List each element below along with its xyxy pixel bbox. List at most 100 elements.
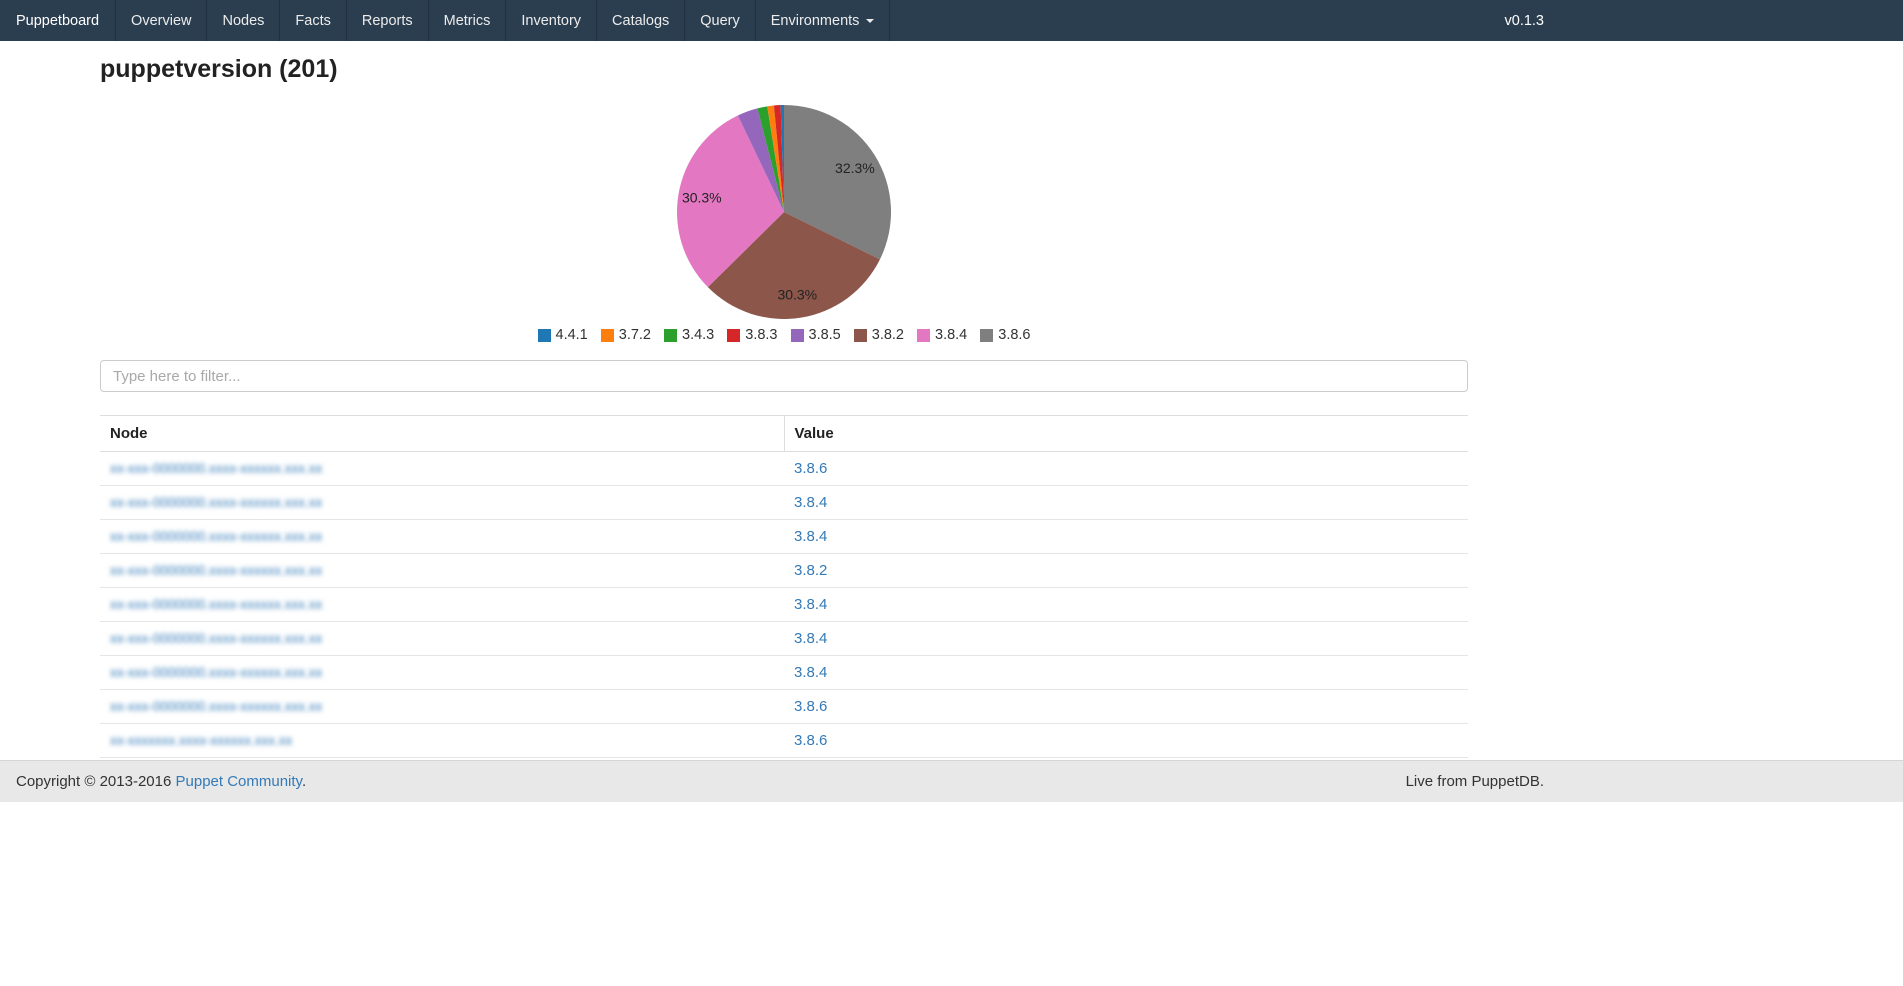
- node-link[interactable]: xx-xxx-0000000.xxxx-xxxxxx.xxx.xx: [110, 563, 323, 578]
- column-header-value[interactable]: Value: [783, 415, 1468, 452]
- navbar-brand[interactable]: Puppetboard: [0, 0, 117, 41]
- nav-item-metrics[interactable]: Metrics: [429, 0, 507, 41]
- value-cell: 3.8.4: [784, 485, 1468, 520]
- table-row: xx-xxx-0000000.xxxx-xxxxxx.xxx.xx 3.8.4: [100, 485, 1468, 520]
- node-cell: xx-xxx-0000000.xxxx-xxxxxx.xxx.xx: [100, 553, 784, 588]
- legend-item-3.7.2[interactable]: 3.7.2: [600, 327, 651, 343]
- node-cell: xx-xxxxxxx.xxxx-xxxxxx.xxx.xx: [100, 723, 784, 758]
- puppetdb-status: Live from PuppetDB.: [1405, 773, 1544, 790]
- legend-swatch-icon: [664, 328, 677, 342]
- chevron-down-icon: [866, 18, 875, 23]
- legend-label: 3.7.2: [618, 327, 651, 343]
- value-link[interactable]: 3.8.4: [794, 596, 828, 613]
- pie-slice-3.4.3[interactable]: [757, 106, 784, 212]
- page-title: puppetversion (201): [100, 55, 338, 83]
- value-link[interactable]: 3.8.6: [794, 698, 828, 715]
- table-row: xx-xxx-0000000.xxxx-xxxxxx.xxx.xx 3.8.2: [100, 553, 1468, 588]
- legend-item-4.4.1[interactable]: 4.4.1: [537, 327, 588, 343]
- value-cell: 3.8.2: [784, 553, 1468, 588]
- legend-item-3.8.5[interactable]: 3.8.5: [790, 327, 841, 343]
- nav-item-catalogs[interactable]: Catalogs: [597, 0, 686, 41]
- node-link[interactable]: xx-xxx-0000000.xxxx-xxxxxx.xxx.xx: [110, 699, 323, 714]
- chart-legend: 4.4.1 3.7.2 3.4.3 3.8.3 3.8.5 3.8.2 3.8.4 3.8.6: [531, 326, 1037, 344]
- node-link[interactable]: xx-xxxxxxx.xxxx-xxxxxx.xxx.xx: [110, 733, 293, 748]
- node-cell: xx-xxx-0000000.xxxx-xxxxxx.xxx.xx: [100, 587, 784, 622]
- legend-label: 3.8.4: [935, 327, 968, 343]
- main-content: puppetversion (201) 32.3% 30.3% 30.3% 4.4.…: [100, 54, 1468, 758]
- fact-pie-chart: 32.3% 30.3% 30.3% 4.4.1 3.7.2 3.4.3 3.8.3 3.8.…: [100, 100, 1468, 344]
- pie-slice-3.7.2[interactable]: [767, 105, 784, 212]
- node-cell: xx-xxx-0000000.xxxx-xxxxxx.xxx.xx: [100, 519, 784, 554]
- node-link[interactable]: xx-xxx-0000000.xxxx-xxxxxx.xxx.xx: [110, 461, 323, 476]
- value-link[interactable]: 3.8.2: [794, 562, 828, 579]
- table-row: xx-xxx-0000000.xxxx-xxxxxx.xxx.xx 3.8.4: [100, 621, 1468, 656]
- nav-item-reports[interactable]: Reports: [347, 0, 429, 41]
- node-link[interactable]: xx-xxx-0000000.xxxx-xxxxxx.xxx.xx: [110, 631, 323, 646]
- legend-swatch-icon: [917, 328, 930, 342]
- legend-swatch-icon: [727, 328, 741, 342]
- legend-item-3.8.6[interactable]: 3.8.6: [980, 327, 1031, 343]
- value-link[interactable]: 3.8.4: [794, 494, 828, 511]
- pie-slice-3.8.4[interactable]: [677, 115, 784, 288]
- column-header-node[interactable]: Node: [100, 415, 784, 452]
- node-link[interactable]: xx-xxx-0000000.xxxx-xxxxxx.xxx.xx: [110, 597, 323, 612]
- node-cell: xx-xxx-0000000.xxxx-xxxxxx.xxx.xx: [100, 451, 784, 486]
- value-cell: 3.8.4: [784, 655, 1468, 690]
- pie-percent-label-3.8.4: 30.3%: [682, 190, 722, 206]
- value-link[interactable]: 3.8.4: [794, 664, 828, 681]
- nav-item-query[interactable]: Query: [685, 0, 756, 41]
- footer: Copyright © 2013-2016 Puppet Community. …: [0, 760, 1903, 802]
- copyright-text: Copyright © 2013-2016 Puppet Community.: [16, 773, 306, 790]
- fact-table: Node Value xx-xxx-0000000.xxxx-xxxxxx.xx…: [100, 415, 1468, 758]
- value-link[interactable]: 3.8.6: [794, 460, 828, 477]
- pie-slice-4.4.1[interactable]: [780, 104, 784, 212]
- legend-item-3.8.2[interactable]: 3.8.2: [853, 327, 904, 343]
- table-row: xx-xxx-0000000.xxxx-xxxxxx.xxx.xx 3.8.6: [100, 689, 1468, 724]
- node-cell: xx-xxx-0000000.xxxx-xxxxxx.xxx.xx: [100, 689, 784, 724]
- node-cell: xx-xxx-0000000.xxxx-xxxxxx.xxx.xx: [100, 621, 784, 656]
- legend-swatch-icon: [853, 328, 867, 342]
- nav-item-overview[interactable]: Overview: [116, 0, 208, 41]
- value-link[interactable]: 3.8.4: [794, 528, 828, 545]
- nav-item-facts[interactable]: Facts: [280, 0, 347, 41]
- footer-inner: Copyright © 2013-2016 Puppet Community. …: [0, 761, 1560, 802]
- value-cell: 3.8.4: [784, 519, 1468, 554]
- pie-chart-svg: 32.3% 30.3% 30.3%: [677, 104, 892, 319]
- legend-swatch-icon: [537, 328, 551, 342]
- value-cell: 3.8.6: [784, 451, 1468, 486]
- pie-slice-3.8.3[interactable]: [773, 105, 784, 212]
- pie-slice-3.8.2[interactable]: [707, 212, 880, 319]
- filter-input[interactable]: [100, 360, 1468, 392]
- pie-percent-label-3.8.6: 32.3%: [835, 160, 875, 176]
- navbar: Puppetboard Overview Nodes Facts Reports Met…: [0, 0, 1903, 41]
- legend-item-3.4.3[interactable]: 3.4.3: [664, 327, 714, 343]
- nav-item-environments[interactable]: Environments: [756, 0, 891, 41]
- legend-label: 3.8.5: [808, 327, 841, 343]
- legend-label: 4.4.1: [555, 327, 588, 343]
- pie-slice-3.8.5[interactable]: [737, 108, 784, 212]
- copyright-suffix: .: [301, 773, 307, 790]
- puppet-community-link[interactable]: Puppet Community: [175, 773, 302, 790]
- node-cell: xx-xxx-0000000.xxxx-xxxxxx.xxx.xx: [100, 655, 784, 690]
- table-header-row: Node Value: [100, 415, 1468, 452]
- value-link[interactable]: 3.8.6: [794, 732, 828, 749]
- nav-item-inventory[interactable]: Inventory: [506, 0, 598, 41]
- environments-label: Environments: [770, 12, 860, 29]
- value-link[interactable]: 3.8.4: [794, 630, 828, 647]
- legend-label: 3.8.3: [745, 327, 778, 343]
- value-cell: 3.8.6: [784, 723, 1468, 758]
- pie-slice-3.8.6[interactable]: [784, 105, 892, 260]
- legend-item-3.8.4[interactable]: 3.8.4: [917, 327, 967, 343]
- value-cell: 3.8.4: [784, 587, 1468, 622]
- legend-item-3.8.3[interactable]: 3.8.3: [727, 327, 778, 343]
- table-row: xx-xxx-0000000.xxxx-xxxxxx.xxx.xx 3.8.4: [100, 655, 1468, 690]
- node-link[interactable]: xx-xxx-0000000.xxxx-xxxxxx.xxx.xx: [110, 665, 323, 680]
- copyright-prefix: Copyright © 2013-2016: [16, 773, 176, 790]
- value-cell: 3.8.4: [784, 621, 1468, 656]
- nav-item-nodes[interactable]: Nodes: [207, 0, 281, 41]
- legend-swatch-icon: [980, 328, 994, 342]
- value-cell: 3.8.6: [784, 689, 1468, 724]
- node-link[interactable]: xx-xxx-0000000.xxxx-xxxxxx.xxx.xx: [110, 495, 323, 510]
- node-link[interactable]: xx-xxx-0000000.xxxx-xxxxxx.xxx.xx: [110, 529, 323, 544]
- legend-swatch-icon: [790, 328, 804, 342]
